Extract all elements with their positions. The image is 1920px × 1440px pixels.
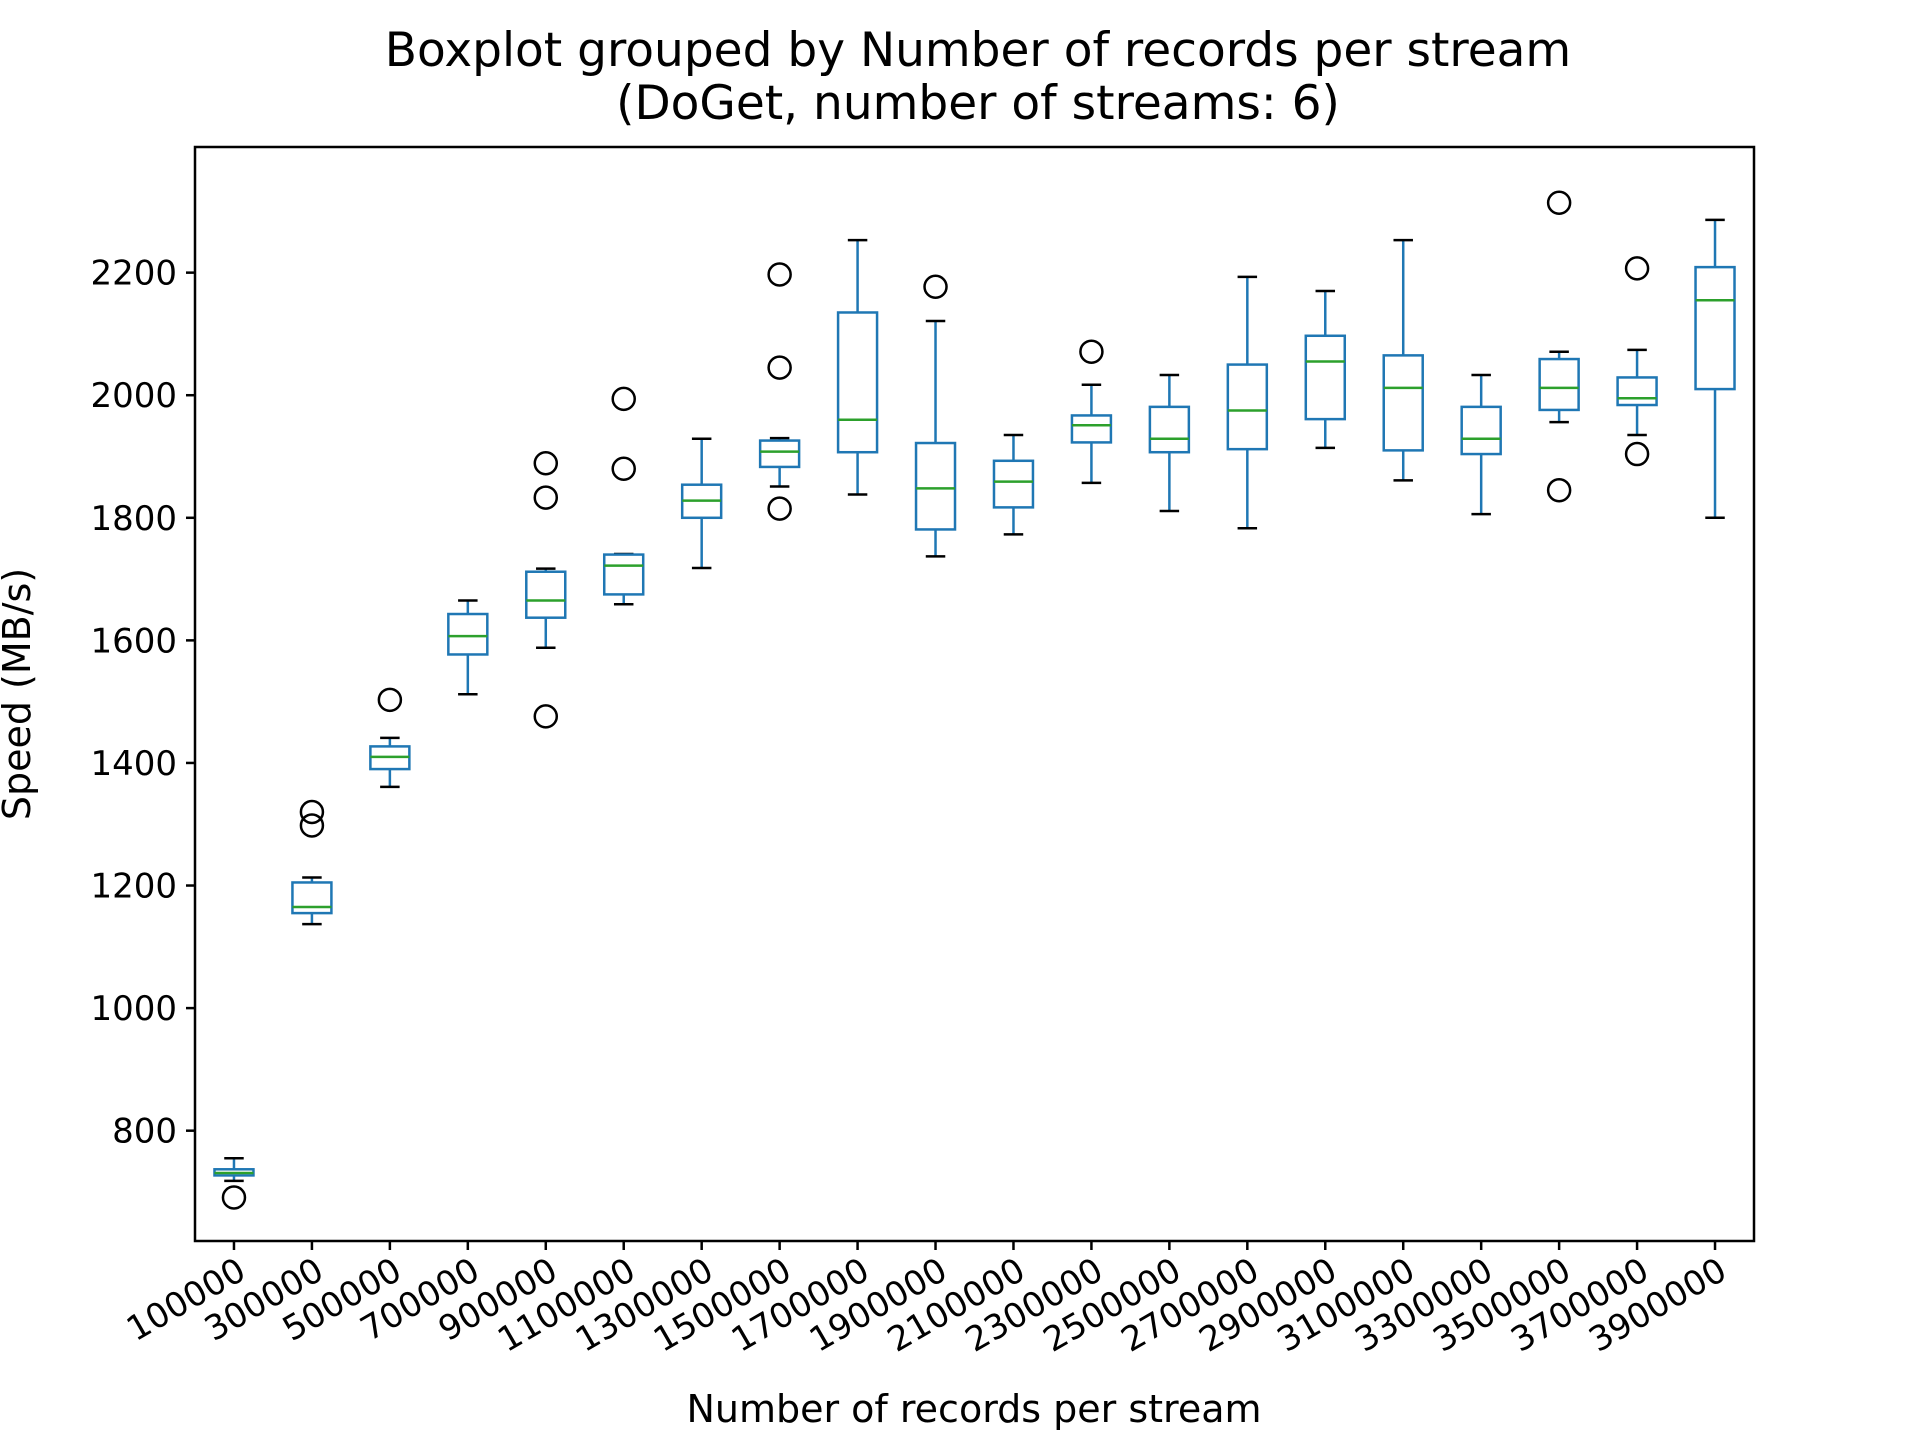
outlier-900000-1 [533,485,559,510]
outlier-1500000-2 [767,262,792,287]
box-2700000 [1226,363,1269,451]
chart-subtitle: (DoGet, number of streams: 6) [616,76,1340,131]
plot-frame [193,145,1756,1243]
chart-title: Boxplot grouped by Number of records per… [385,23,1571,78]
box-1500000 [758,439,801,469]
box-2900000 [1304,334,1347,421]
outlier-3700000-1 [1624,256,1650,281]
outlier-2300000-0 [1079,339,1104,364]
outlier-3500000-0 [1546,477,1572,503]
box-3100000 [1382,354,1424,452]
box-2100000 [992,459,1035,509]
outlier-1900000-0 [923,274,948,299]
x-axis-label: Number of records per stream [686,1387,1261,1431]
y-tick-label-1600: 1600 [90,621,177,661]
outlier-1100000-1 [611,386,636,412]
box-3700000 [1616,376,1658,407]
y-tick-label-1000: 1000 [90,989,177,1029]
y-tick-label-1800: 1800 [90,499,177,539]
box-1900000 [914,441,957,531]
box-300000 [291,881,333,915]
y-tick-label-2000: 2000 [90,376,177,416]
outlier-3700000-0 [1624,441,1650,467]
outlier-300000-1 [299,799,325,825]
plot-area: 8001000120014001600180020002200100000300… [90,190,1736,1361]
box-1700000 [836,311,879,454]
outlier-500000-0 [377,687,403,713]
box-2300000 [1070,414,1113,444]
box-3300000 [1460,405,1502,456]
y-tick-label-2200: 2200 [90,254,177,294]
outlier-1500000-1 [767,355,792,380]
outlier-1500000-0 [767,496,792,521]
box-2500000 [1148,405,1191,454]
box-3900000 [1694,265,1736,391]
box-900000 [525,570,567,619]
outlier-900000-2 [533,450,559,476]
box-700000 [447,612,489,656]
box-3500000 [1538,357,1580,412]
outlier-1100000-0 [611,456,636,482]
outlier-3500000-1 [1546,190,1572,216]
outlier-900000-0 [533,704,559,729]
outlier-300000-0 [299,813,325,838]
y-axis-label: Speed (MB/s) [0,568,39,820]
outlier-100000-0 [221,1185,247,1210]
y-tick-label-1200: 1200 [90,867,177,907]
y-tick-label-800: 800 [112,1112,177,1152]
y-tick-label-1400: 1400 [90,744,177,784]
box-1100000 [602,553,645,596]
